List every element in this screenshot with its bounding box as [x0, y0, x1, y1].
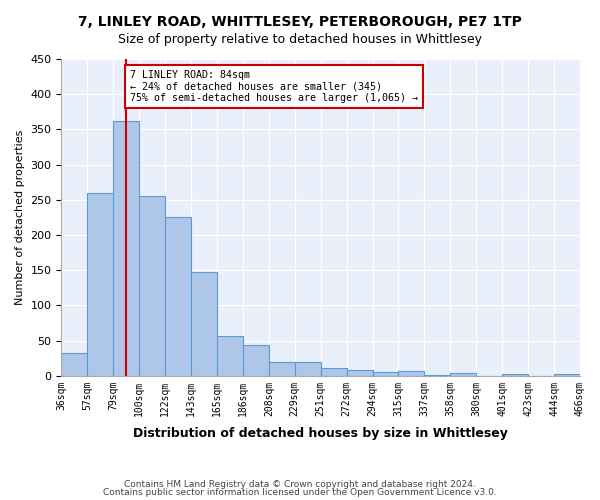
X-axis label: Distribution of detached houses by size in Whittlesey: Distribution of detached houses by size … [133, 427, 508, 440]
Bar [61, 354, 88, 376]
Bar [321, 368, 347, 376]
Text: Size of property relative to detached houses in Whittlesey: Size of property relative to detached ho… [118, 32, 482, 46]
Bar [217, 336, 243, 376]
Bar [451, 373, 476, 376]
Bar [424, 375, 451, 376]
Bar [295, 362, 321, 376]
Bar [398, 371, 424, 376]
Bar [88, 193, 113, 376]
Bar [347, 370, 373, 376]
Bar [502, 374, 528, 376]
Bar [113, 121, 139, 376]
Bar [191, 272, 217, 376]
Bar [139, 196, 165, 376]
Bar [554, 374, 580, 376]
Bar [165, 218, 191, 376]
Text: 7 LINLEY ROAD: 84sqm
← 24% of detached houses are smaller (345)
75% of semi-deta: 7 LINLEY ROAD: 84sqm ← 24% of detached h… [130, 70, 418, 103]
Text: 7, LINLEY ROAD, WHITTLESEY, PETERBOROUGH, PE7 1TP: 7, LINLEY ROAD, WHITTLESEY, PETERBOROUGH… [78, 15, 522, 29]
Y-axis label: Number of detached properties: Number of detached properties [15, 130, 25, 305]
Bar [373, 372, 398, 376]
Text: Contains HM Land Registry data © Crown copyright and database right 2024.: Contains HM Land Registry data © Crown c… [124, 480, 476, 489]
Bar [269, 362, 295, 376]
Bar [243, 345, 269, 376]
Text: Contains public sector information licensed under the Open Government Licence v3: Contains public sector information licen… [103, 488, 497, 497]
